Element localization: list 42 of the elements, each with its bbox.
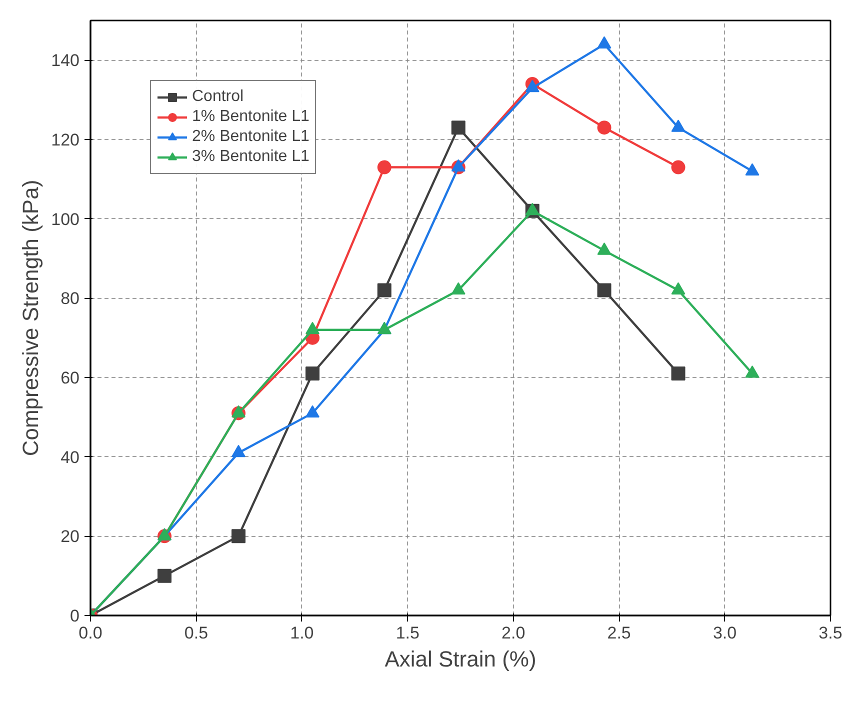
point [525,80,540,92]
point [597,120,612,135]
point [597,283,612,298]
y-tick-label: 140 [51,51,80,70]
point [671,160,686,174]
y-tick-label: 100 [51,210,80,229]
point [671,120,686,132]
x-tick-label: 1.0 [290,624,314,642]
y-tick-label: 20 [60,527,80,546]
legend-label: 2% Bentonite L1 [192,128,310,146]
point [745,366,760,378]
point [451,159,466,172]
point [597,242,612,255]
point [232,405,246,418]
point [451,282,466,294]
y-tick-label: 80 [60,289,80,308]
point [745,163,760,176]
point [451,120,466,135]
x-tick-label: 0.5 [184,624,208,642]
x-tick-label: 3.0 [712,624,737,642]
x-tick-label: 2.5 [607,624,631,642]
x-axis-title: Axial Strain (%) [384,646,536,672]
point [306,322,320,334]
y-tick-label: 60 [60,368,80,388]
point [377,160,392,174]
y-axis-title: Compressive Strength (kPa) [18,180,44,456]
x-tick-label: 2.0 [502,624,526,642]
x-tick-label: 1.5 [396,624,420,642]
point [306,405,320,418]
point [671,282,686,294]
y-tick-label: 120 [51,130,80,150]
y-tick-label: 40 [60,448,80,467]
point [525,202,540,216]
x-tick-label: 3.5 [818,624,842,642]
legend-label: 1% Bentonite L1 [192,108,310,126]
x-tick-label: 0.0 [78,624,102,642]
point [597,36,612,49]
point [232,444,246,458]
point [377,283,392,298]
y-tick-label: 0 [70,606,80,626]
legend-label: 3% Bentonite L1 [192,148,310,166]
legend-label: Control [192,88,244,106]
